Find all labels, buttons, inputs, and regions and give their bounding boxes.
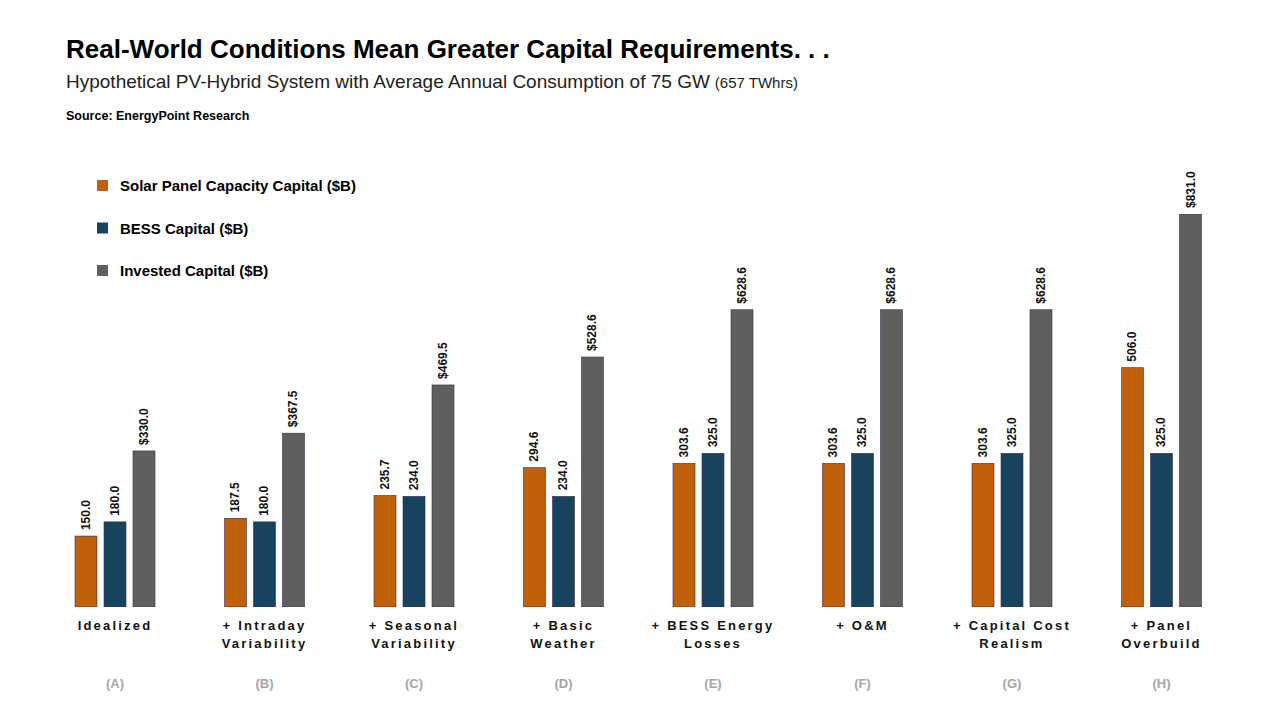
category-code: (E) xyxy=(704,676,721,691)
bar xyxy=(823,463,845,607)
x-tick-label: + PanelOverbuild xyxy=(1121,618,1201,651)
bar xyxy=(403,496,425,607)
data-label: 235.7 xyxy=(378,459,392,489)
bar xyxy=(524,468,546,607)
data-label: 187.5 xyxy=(229,482,243,512)
bar xyxy=(254,522,276,607)
source: Source: EnergyPoint Research xyxy=(66,109,249,123)
bar xyxy=(133,451,155,607)
x-tick-label: + BESS EnergyLosses xyxy=(652,618,775,651)
data-label: 150.0 xyxy=(79,500,93,530)
legend: Solar Panel Capacity Capital ($B) BESS Ca… xyxy=(97,177,356,279)
bar xyxy=(1030,310,1052,607)
data-label: 234.0 xyxy=(557,460,571,490)
chart: Real-World Conditions Mean Greater Capit… xyxy=(0,0,1280,720)
bar xyxy=(432,385,454,607)
data-label: 180.0 xyxy=(258,486,272,516)
data-label: 325.0 xyxy=(856,417,870,447)
x-axis-labels: Idealized + IntradayVariability + Seasonal… xyxy=(78,618,1202,651)
annotations: (A) (B) (C) (D) (E) (F) (G) (H) xyxy=(106,676,1171,691)
bar xyxy=(553,496,575,607)
bar xyxy=(1180,214,1202,607)
data-label: 234.0 xyxy=(407,460,421,490)
bar xyxy=(881,310,903,607)
bar xyxy=(1001,453,1023,607)
data-label: $367.5 xyxy=(287,390,301,427)
category-code: (B) xyxy=(255,676,273,691)
data-labels: 150.0 187.5 235.7 294.6 303.6 303.6 303.6 506.0… xyxy=(79,171,1198,530)
data-label: $469.5 xyxy=(436,342,450,379)
category-code: (H) xyxy=(1152,676,1170,691)
subtitle-text: Hypothetical PV-Hybrid System with Avera… xyxy=(66,71,710,92)
category-code: (G) xyxy=(1003,676,1022,691)
data-label: 506.0 xyxy=(1126,331,1140,361)
legend-label: Invested Capital ($B) xyxy=(120,262,268,279)
legend-swatch xyxy=(97,265,108,276)
title: Real-World Conditions Mean Greater Capit… xyxy=(66,34,830,64)
bar xyxy=(225,518,247,607)
bar xyxy=(104,522,126,607)
x-tick-label: + Capital CostRealism xyxy=(953,618,1071,651)
data-label: 303.6 xyxy=(677,427,691,457)
data-label: $628.6 xyxy=(885,267,899,304)
legend-label: Solar Panel Capacity Capital ($B) xyxy=(120,177,356,194)
category-code: (A) xyxy=(106,676,124,691)
bars xyxy=(75,214,1202,607)
bar xyxy=(731,310,753,607)
x-tick-label: Idealized xyxy=(78,618,153,633)
data-label: 303.6 xyxy=(976,427,990,457)
subtitle-note: (657 TWhrs) xyxy=(715,74,798,91)
bar xyxy=(852,453,874,607)
bar xyxy=(972,463,994,607)
data-label: 180.0 xyxy=(108,486,122,516)
data-label: $628.6 xyxy=(1034,267,1048,304)
data-label: 294.6 xyxy=(528,431,542,461)
data-label: $831.0 xyxy=(1184,171,1198,208)
data-label: 325.0 xyxy=(706,417,720,447)
category-code: (C) xyxy=(405,676,423,691)
bar xyxy=(673,463,695,607)
bar xyxy=(1122,368,1144,607)
x-tick-label: + O&M xyxy=(836,618,889,633)
bar xyxy=(1151,453,1173,607)
data-label: 325.0 xyxy=(1005,417,1019,447)
category-code: (F) xyxy=(854,676,871,691)
bar xyxy=(283,433,305,607)
data-label: 303.6 xyxy=(827,427,841,457)
category-code: (D) xyxy=(554,676,572,691)
data-label: $628.6 xyxy=(735,267,749,304)
x-tick-label: + IntradayVariability xyxy=(222,618,308,651)
legend-label: BESS Capital ($B) xyxy=(120,220,248,237)
bar xyxy=(374,496,396,607)
x-tick-label: + BasicWeather xyxy=(530,618,596,651)
data-label: $528.6 xyxy=(586,314,600,351)
subtitle: Hypothetical PV-Hybrid System with Avera… xyxy=(66,71,798,92)
bar xyxy=(702,453,724,607)
legend-swatch xyxy=(97,180,108,191)
x-tick-label: + SeasonalVariability xyxy=(369,618,459,651)
bar xyxy=(582,357,604,607)
legend-swatch xyxy=(97,223,108,234)
data-label: 325.0 xyxy=(1155,417,1169,447)
data-label: $330.0 xyxy=(137,408,151,445)
bar xyxy=(75,536,97,607)
